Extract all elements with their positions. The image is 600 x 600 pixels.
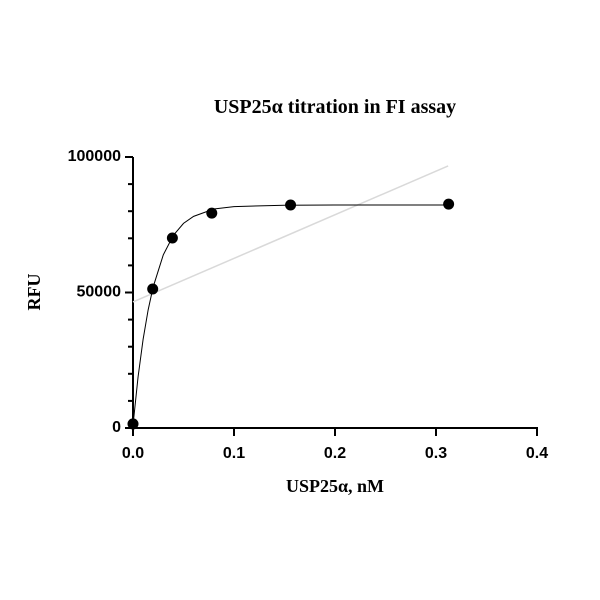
data-point — [206, 207, 218, 219]
y-tick-label: 0 — [112, 419, 121, 436]
x-tick-label: 0.4 — [526, 445, 548, 462]
y-tick-label: 100000 — [68, 148, 121, 165]
x-tick-label: 0.2 — [324, 445, 346, 462]
y-tick-label: 50000 — [77, 284, 122, 301]
fit-curve — [132, 204, 449, 426]
x-tick-label: 0.3 — [425, 445, 447, 462]
x-axis-label: USP25α, nM — [286, 476, 384, 496]
data-point — [166, 232, 178, 244]
data-point — [285, 199, 297, 211]
trend-line — [132, 165, 449, 303]
data-point — [443, 198, 455, 210]
x-tick-label: 0.1 — [223, 445, 245, 462]
chart-title: USP25α titration in FI assay — [214, 96, 456, 118]
data-point — [147, 283, 159, 295]
x-tick-label: 0.0 — [122, 445, 144, 462]
y-axis-label: RFU — [24, 274, 44, 311]
data-point — [127, 418, 139, 430]
